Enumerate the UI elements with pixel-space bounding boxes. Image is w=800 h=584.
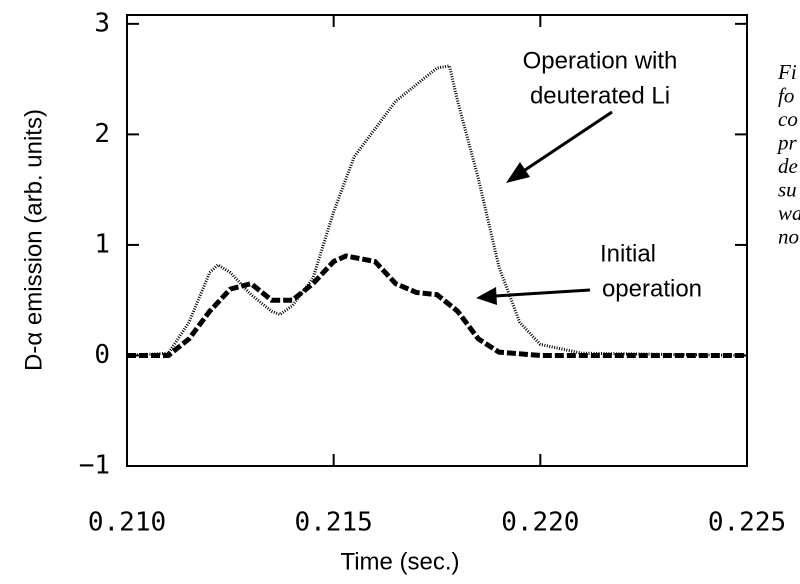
arrowhead bbox=[506, 162, 530, 183]
y-axis-label: D-α emission (arb. units) bbox=[20, 109, 47, 371]
arrow bbox=[521, 110, 613, 174]
side-caption: fo bbox=[778, 83, 794, 107]
line-series bbox=[127, 253, 747, 358]
side-caption: su bbox=[778, 177, 797, 201]
annotation: operation bbox=[602, 275, 702, 302]
side-caption: co bbox=[778, 107, 798, 131]
x-tick-label: 0.225 bbox=[708, 508, 786, 538]
x-tick-label: 0.210 bbox=[88, 508, 166, 538]
side-caption: de bbox=[778, 154, 798, 178]
side-caption: pr bbox=[776, 130, 798, 154]
annotation: deuterated Li bbox=[530, 82, 670, 109]
plot-frame bbox=[126, 14, 748, 467]
x-tick-label: 0.220 bbox=[501, 508, 579, 538]
arrowhead bbox=[476, 287, 497, 305]
y-tick-label: 0 bbox=[94, 340, 110, 370]
y-tick-label: 2 bbox=[94, 119, 110, 149]
x-axis-label: Time (sec.) bbox=[340, 548, 459, 575]
annotation: Initial bbox=[600, 240, 656, 267]
side-caption: wa bbox=[778, 201, 800, 225]
y-tick-label: −1 bbox=[79, 451, 110, 481]
y-tick-label: 3 bbox=[94, 8, 110, 38]
x-tick-label: 0.215 bbox=[295, 508, 373, 538]
arrow bbox=[494, 288, 591, 298]
y-tick-label: 1 bbox=[94, 229, 110, 259]
side-caption: no bbox=[778, 224, 799, 248]
annotation: Operation with bbox=[523, 47, 678, 74]
side-caption: Fi bbox=[777, 60, 797, 84]
